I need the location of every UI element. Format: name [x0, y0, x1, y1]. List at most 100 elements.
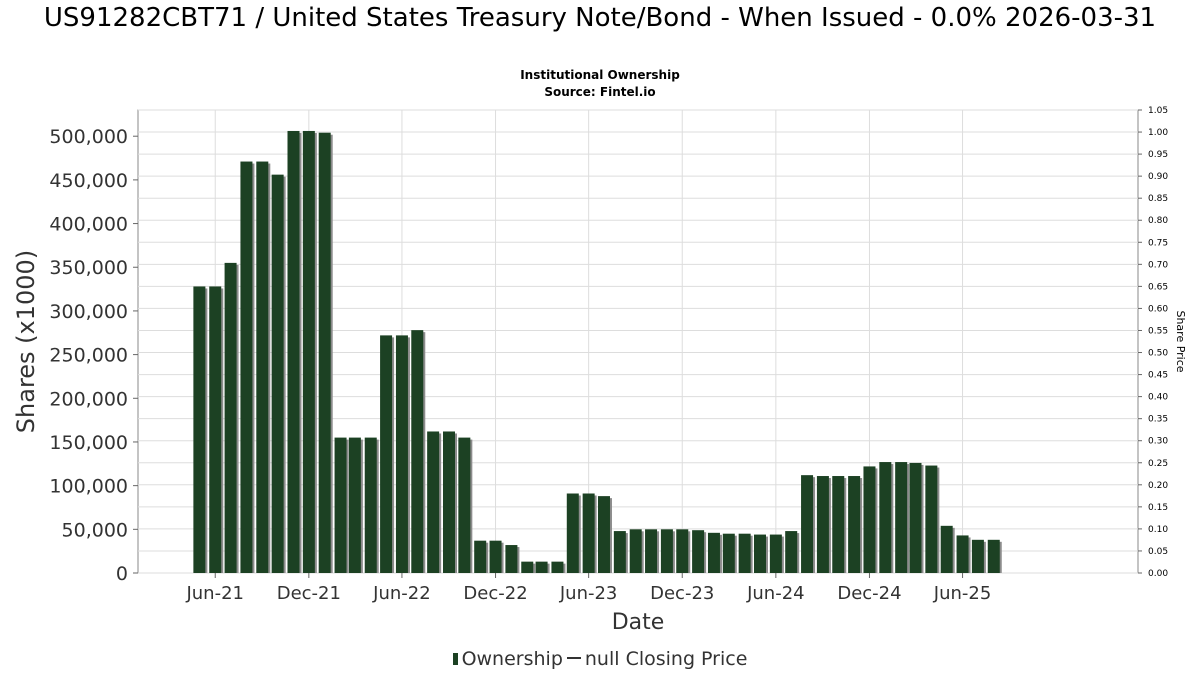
x-tick-label: Dec-24	[837, 583, 901, 604]
ownership-bar	[380, 335, 393, 573]
x-tick-label: Dec-21	[277, 583, 341, 604]
ownership-bar	[395, 335, 408, 573]
ownership-bar	[240, 161, 253, 573]
y2-tick-label: 0.05	[1148, 547, 1168, 557]
ownership-bar	[551, 561, 564, 573]
y2-tick-label: 0.60	[1148, 304, 1168, 314]
y2-tick-label: 0.25	[1148, 459, 1168, 469]
y2-tick-label: 1.05	[1148, 106, 1168, 116]
ownership-bar	[458, 437, 471, 573]
y2-tick-label: 0.80	[1148, 216, 1168, 226]
ownership-bar	[692, 530, 705, 573]
ownership-bar	[209, 286, 222, 573]
y2-tick-label: 0.35	[1148, 415, 1168, 425]
ownership-bar	[707, 532, 720, 573]
x-tick-label: Dec-23	[650, 583, 714, 604]
y2-tick-label: 0.85	[1148, 194, 1168, 204]
y-tick-label: 350,000	[49, 257, 128, 279]
y-tick-label: 150,000	[49, 432, 128, 454]
y-tick-label: 200,000	[49, 388, 128, 410]
ownership-bar	[769, 534, 782, 573]
ownership-bar	[566, 493, 579, 573]
ownership-bar	[348, 437, 361, 573]
y2-tick-label: 0.55	[1148, 326, 1168, 336]
ownership-bar	[489, 540, 502, 573]
ownership-bar	[474, 540, 487, 573]
y2-tick-label: 0.45	[1148, 371, 1168, 381]
ownership-bar	[909, 462, 922, 573]
y-tick-label: 0	[116, 563, 128, 585]
ownership-bar	[318, 132, 331, 574]
ownership-bar	[645, 529, 658, 573]
y2-tick-label: 0.75	[1148, 238, 1168, 248]
ownership-bar	[987, 539, 1000, 573]
y-tick-label: 300,000	[49, 301, 128, 323]
ownership-bar	[863, 466, 876, 573]
x-tick-label: Jun-22	[372, 583, 431, 604]
x-axis-label: Date	[612, 610, 665, 635]
ownership-bar	[302, 130, 315, 573]
chart-subtitle-ownership: Institutional Ownership	[520, 68, 680, 82]
y2-tick-label: 0.70	[1148, 260, 1168, 270]
x-tick-label: Dec-22	[463, 583, 527, 604]
ownership-bar	[879, 462, 892, 573]
ownership-bar	[848, 476, 861, 573]
x-tick-label: Jun-24	[746, 583, 805, 604]
y2-tick-label: 0.10	[1148, 525, 1168, 535]
y2-tick-label: 1.00	[1148, 128, 1168, 138]
y2-tick-label: 0.00	[1148, 569, 1168, 579]
ownership-bar	[940, 525, 953, 573]
ownership-bar	[334, 437, 347, 573]
ownership-bar	[224, 262, 237, 573]
ownership-bar	[738, 533, 751, 573]
chart-subtitle-source: Source: Fintel.io	[544, 85, 656, 99]
ownership-bar	[521, 561, 534, 573]
y2-tick-label: 0.90	[1148, 172, 1168, 182]
ownership-bar	[722, 533, 735, 573]
y2-tick-label: 0.15	[1148, 503, 1168, 513]
ownership-bar	[613, 531, 626, 573]
ownership-bar	[956, 535, 969, 573]
ownership-bar	[895, 462, 908, 573]
y2-tick-label: 0.95	[1148, 150, 1168, 160]
y-tick-label: 50,000	[62, 519, 128, 541]
ownership-bar	[660, 529, 673, 573]
ownership-bar	[271, 174, 284, 574]
y2-tick-label: 0.65	[1148, 282, 1168, 292]
ownership-bar	[785, 531, 798, 573]
closing-price-legend-swatch	[566, 657, 581, 659]
legend-closing-price-label: null Closing Price	[584, 648, 748, 670]
y-tick-label: 250,000	[49, 345, 128, 367]
legend-ownership-label: Ownership	[461, 648, 563, 670]
ownership-bar	[816, 476, 829, 573]
ownership-bar	[629, 529, 642, 573]
y-tick-label: 400,000	[49, 214, 128, 236]
y-tick-label: 450,000	[49, 170, 128, 192]
ownership-bar	[256, 161, 269, 573]
y2-tick-label: 0.40	[1148, 393, 1168, 403]
ownership-bar	[442, 431, 455, 573]
y2-tick-label: 0.50	[1148, 349, 1168, 359]
y-tick-label: 500,000	[49, 126, 128, 148]
ownership-bar	[535, 561, 548, 573]
ownership-legend-swatch	[452, 653, 458, 665]
x-tick-label: Jun-23	[559, 583, 618, 604]
y2-tick-label: 0.30	[1148, 437, 1168, 447]
ownership-bar	[597, 496, 610, 573]
ownership-bar	[832, 476, 845, 573]
x-tick-label: Jun-25	[933, 583, 992, 604]
ownership-bar	[582, 493, 595, 573]
ownership-bar	[753, 534, 766, 573]
y2-axis-label: Share Price	[1174, 310, 1187, 372]
y-tick-label: 100,000	[49, 476, 128, 498]
ownership-bar	[193, 286, 206, 573]
ownership-bar	[801, 475, 814, 573]
ownership-bar	[427, 431, 440, 573]
ownership-bar	[287, 130, 300, 573]
ownership-bar	[364, 437, 377, 573]
ownership-bar	[925, 465, 938, 573]
ownership-bar	[676, 529, 689, 573]
y-axis-label: Shares (x1000)	[12, 250, 40, 433]
y2-tick-label: 0.20	[1148, 481, 1168, 491]
